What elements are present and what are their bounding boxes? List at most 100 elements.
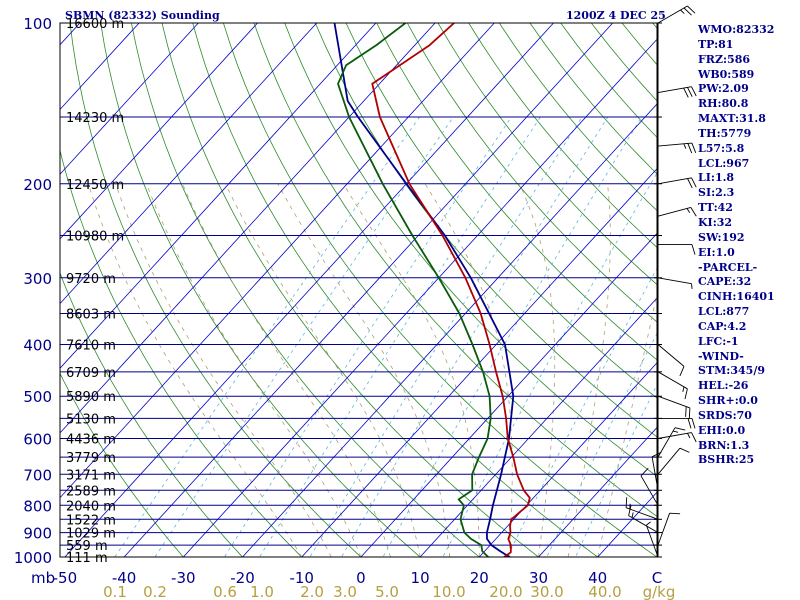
height-label: 5890 m [66, 390, 116, 405]
sounding-index: SI:2.3 [698, 186, 735, 200]
moist-adiabat [597, 291, 657, 557]
isotherm [360, 232, 657, 557]
sounding-index: L57:5.8 [698, 141, 745, 155]
height-label: 10980 m [66, 229, 124, 244]
mixing-ratio-line [259, 116, 541, 557]
mixing-ratio-label: 5.0 [375, 583, 399, 600]
dry-adiabat [100, 23, 421, 557]
sounding-index: TP:81 [698, 37, 734, 51]
pressure-tick-label: 900 [23, 525, 52, 543]
isotherm [60, 23, 199, 175]
wind-barb [658, 417, 696, 429]
sounding-index: LI:1.8 [698, 171, 735, 185]
isotherm [183, 38, 657, 557]
wind-barb [625, 497, 659, 520]
sounding-index: STM:345/9 [698, 364, 765, 378]
temperature-tick-label: -10 [289, 569, 314, 587]
temperature-trace [371, 23, 531, 557]
pressure-axis-label: mb [31, 569, 55, 587]
pressure-tick-label: 500 [23, 388, 52, 406]
wind-barb [645, 521, 659, 558]
mixing-ratio-label: 30.0 [530, 583, 563, 600]
isotherm [60, 23, 258, 240]
height-label: 8603 m [66, 308, 116, 323]
sounding-index: TT:42 [698, 201, 733, 215]
pressure-tick-label: 400 [23, 337, 52, 355]
wind-barb [657, 371, 688, 400]
wind-barb [657, 432, 697, 443]
wind-barb [657, 447, 690, 475]
height-label: 9720 m [66, 272, 116, 287]
sounding-index: SRDS:70 [698, 408, 752, 422]
wind-barb [657, 512, 681, 546]
isotherm [479, 362, 657, 557]
sounding-index: SW:192 [698, 230, 745, 244]
wind-barb [657, 177, 697, 189]
wind-barb [651, 451, 662, 491]
sounding-index: SHR+:0.0 [698, 394, 758, 408]
sounding-index: -PARCEL- [698, 260, 758, 274]
pressure-tick-label: 200 [23, 176, 52, 194]
sounding-index: RH:80.8 [698, 97, 749, 111]
isotherm [60, 23, 377, 369]
isotherm [60, 23, 436, 434]
pressure-tick-label: 700 [23, 466, 52, 484]
mixing-ratio-label: 3.0 [333, 583, 357, 600]
mixing-ratio-line [309, 116, 583, 557]
height-label: 2040 m [66, 499, 116, 514]
temperature-tick-label: -40 [112, 569, 137, 587]
temperature-tick-label: -30 [171, 569, 196, 587]
observation-time: 1200Z 4 DEC 25 [566, 9, 666, 22]
mixing-ratio-label: 10.0 [432, 583, 465, 600]
moist-adiabat [277, 183, 451, 557]
isotherm [419, 297, 657, 557]
sounding-index: PW:2.09 [698, 82, 749, 96]
dry-adiabat [161, 23, 540, 557]
isotherm [301, 168, 657, 557]
isotherm [60, 23, 318, 305]
pressure-tick-label: 600 [23, 431, 52, 449]
wind-barb [657, 344, 685, 377]
height-label: 2589 m [66, 484, 116, 499]
sounding-indices: WMO:82332 TP:81 FRZ:586 WB0:589 PW:2.09 RH:80… [698, 23, 798, 468]
moist-adiabat [424, 183, 513, 557]
isotherm [60, 23, 495, 499]
mixing-ratio-label: 0.2 [143, 583, 167, 600]
moist-adiabat [519, 183, 556, 557]
sounding-index: CAP:4.2 [698, 319, 747, 333]
sounding-index: CINH:16401 [698, 290, 775, 304]
height-label: 5130 m [66, 412, 116, 427]
temperature-tick-label: -20 [230, 569, 255, 587]
dry-adiabat [60, 271, 244, 557]
pressure-tick-label: 800 [23, 497, 52, 515]
sounding-index: EHI:0.0 [698, 423, 746, 437]
mixing-ratio-label: 20.0 [489, 583, 522, 600]
mixing-ratio-line [442, 172, 657, 557]
sounding-index: WMO:82332 [698, 23, 775, 36]
dry-adiabat [60, 372, 184, 557]
height-label: 6709 m [66, 366, 116, 381]
mixing-ratio-line [114, 116, 420, 557]
parcel-trace [333, 23, 515, 557]
wind-barb [657, 86, 697, 98]
temperature-tick-label: 10 [411, 569, 430, 587]
sounding-index: -WIND- [698, 349, 744, 363]
sounding-index: TH:5779 [698, 126, 752, 140]
mixing-ratio-label: 40.0 [588, 583, 621, 600]
isotherm [64, 23, 554, 557]
sounding-index: FRZ:586 [698, 52, 751, 66]
sounding-index: EI:1.0 [698, 245, 735, 259]
sounding-index: BRN:1.3 [698, 438, 750, 452]
moist-adiabat [225, 183, 421, 557]
pressure-tick-label: 100 [23, 15, 52, 33]
sounding-index: KI:32 [698, 215, 733, 229]
sounding-index: LFC:-1 [698, 334, 739, 348]
mixing-ratio-label: 0.1 [103, 583, 127, 600]
sounding-index: LCL:967 [698, 156, 750, 170]
temperature-tick-label: 30 [529, 569, 548, 587]
height-label: 14230 m [66, 111, 124, 126]
mixing-ratio-label: 1.0 [250, 583, 274, 600]
height-label: 111 m [66, 551, 108, 566]
wind-barb [657, 206, 697, 217]
